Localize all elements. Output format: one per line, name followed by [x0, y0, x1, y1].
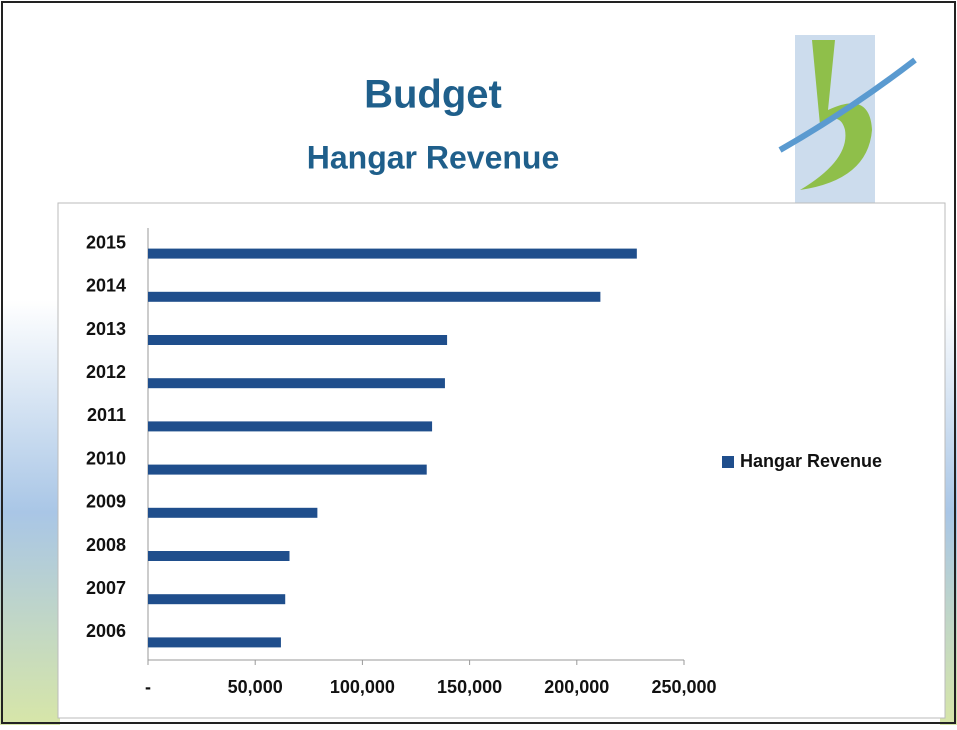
legend-label: Hangar Revenue: [740, 451, 882, 471]
y-tick-label: 2009: [86, 492, 126, 512]
y-tick-label: 2008: [86, 535, 126, 555]
y-tick-label: 2006: [86, 621, 126, 641]
bar: [148, 464, 427, 475]
x-tick-label: 250,000: [651, 677, 716, 697]
y-tick-label: 2013: [86, 319, 126, 339]
x-tick-label: 200,000: [544, 677, 609, 697]
bar: [148, 507, 318, 518]
x-tick-label: 150,000: [437, 677, 502, 697]
y-tick-label: 2015: [86, 232, 126, 252]
x-tick-label: 50,000: [228, 677, 283, 697]
logo: [778, 35, 917, 205]
bar: [148, 551, 290, 561]
bar: [148, 378, 445, 389]
y-tick-label: 2014: [86, 276, 126, 296]
y-tick-label: 2012: [86, 362, 126, 382]
y-tick-label: 2011: [87, 405, 126, 425]
chart-subtitle: Hangar Revenue: [307, 139, 560, 175]
legend-swatch: [722, 456, 734, 468]
x-tick-label: -: [145, 677, 151, 697]
background-band: [0, 300, 60, 725]
bar: [148, 248, 637, 259]
y-tick-label: 2007: [86, 578, 126, 598]
x-tick-label: 100,000: [330, 677, 395, 697]
bar: [148, 291, 601, 302]
bar: [148, 335, 448, 345]
bar: [148, 594, 286, 605]
chart-title: Budget: [364, 73, 502, 117]
chart-area: [57, 202, 946, 719]
bar: [148, 421, 433, 432]
y-tick-label: 2010: [86, 448, 126, 468]
bar: [148, 637, 281, 648]
